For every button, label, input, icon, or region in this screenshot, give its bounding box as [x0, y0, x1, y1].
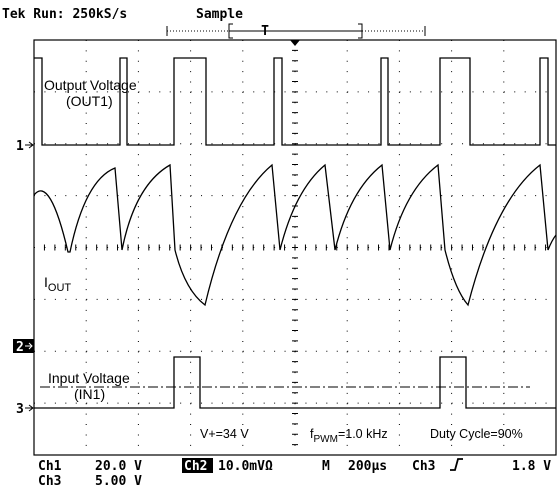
duty-note: Duty Cycle=90%: [430, 427, 523, 441]
ch1-arrow: [25, 142, 33, 148]
ch2-scale: 10.0mVΩ: [218, 459, 273, 474]
time-label: M: [322, 459, 330, 474]
freq-note: fPWM=1.0 kHz: [310, 427, 388, 445]
current-label: IOUT: [44, 274, 71, 294]
ch3-arrow: [25, 405, 33, 411]
ch3-scale: 5.00 V: [95, 474, 142, 489]
trigger-slope: [450, 459, 463, 470]
output-label: Output Voltage: [44, 77, 137, 93]
ch2-marker: 2: [16, 340, 24, 355]
scope-screen: Tek Run: 250kS/s Sample T 1 2 3 Output V…: [0, 0, 558, 492]
view-bracket: [229, 24, 362, 38]
input-sublabel: (IN1): [74, 386, 105, 402]
current-subscript: OUT: [48, 282, 72, 294]
time-scale: 200µs: [348, 459, 387, 474]
ch2-label: Ch2: [184, 459, 207, 474]
freq-value: =1.0 kHz: [338, 427, 388, 441]
input-label: Input Voltage: [48, 370, 130, 386]
trigger-marker: T: [261, 24, 269, 39]
output-sublabel: (OUT1): [66, 93, 113, 109]
ch3-marker: 3: [16, 402, 24, 417]
freq-subscript: PWM: [313, 434, 337, 445]
ch1-scale: 20.0 V: [95, 459, 142, 474]
ch1-label: Ch1: [38, 459, 62, 474]
trigger-pos: [290, 40, 300, 46]
ch1-marker: 1: [16, 139, 24, 154]
acq-mode: Sample: [196, 7, 243, 22]
supply-note: V+=34 V: [200, 427, 249, 441]
trigger-source: Ch3: [412, 459, 435, 474]
run-status: Tek Run: 250kS/s: [2, 7, 127, 22]
trigger-level: 1.8 V: [512, 459, 551, 474]
ch3-label: Ch3: [38, 474, 61, 489]
